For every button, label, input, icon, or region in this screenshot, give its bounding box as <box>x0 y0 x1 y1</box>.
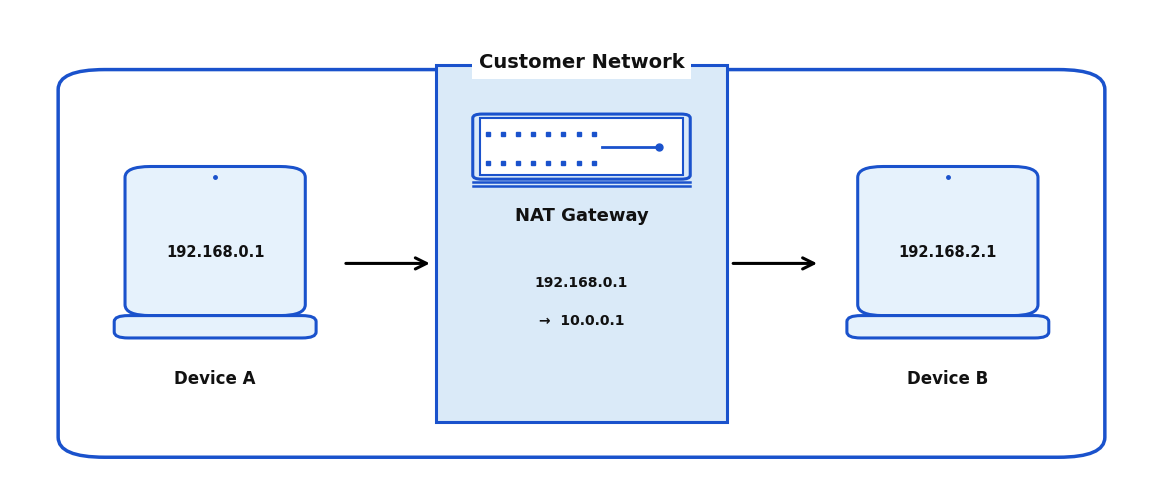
FancyBboxPatch shape <box>58 70 1105 457</box>
FancyBboxPatch shape <box>114 316 316 338</box>
Text: 192.168.0.1: 192.168.0.1 <box>166 246 264 260</box>
Text: →  10.0.0.1: → 10.0.0.1 <box>538 314 625 328</box>
FancyBboxPatch shape <box>479 118 683 175</box>
FancyBboxPatch shape <box>858 166 1037 316</box>
Text: NAT Gateway: NAT Gateway <box>514 207 649 225</box>
Text: Customer Network: Customer Network <box>479 53 684 72</box>
Text: 192.168.2.1: 192.168.2.1 <box>899 246 997 260</box>
Text: Device B: Device B <box>907 370 989 388</box>
FancyBboxPatch shape <box>472 114 690 179</box>
FancyBboxPatch shape <box>436 65 727 422</box>
FancyBboxPatch shape <box>126 166 305 316</box>
Text: 192.168.0.1: 192.168.0.1 <box>535 276 628 290</box>
FancyBboxPatch shape <box>847 316 1049 338</box>
Text: Device A: Device A <box>174 370 256 388</box>
